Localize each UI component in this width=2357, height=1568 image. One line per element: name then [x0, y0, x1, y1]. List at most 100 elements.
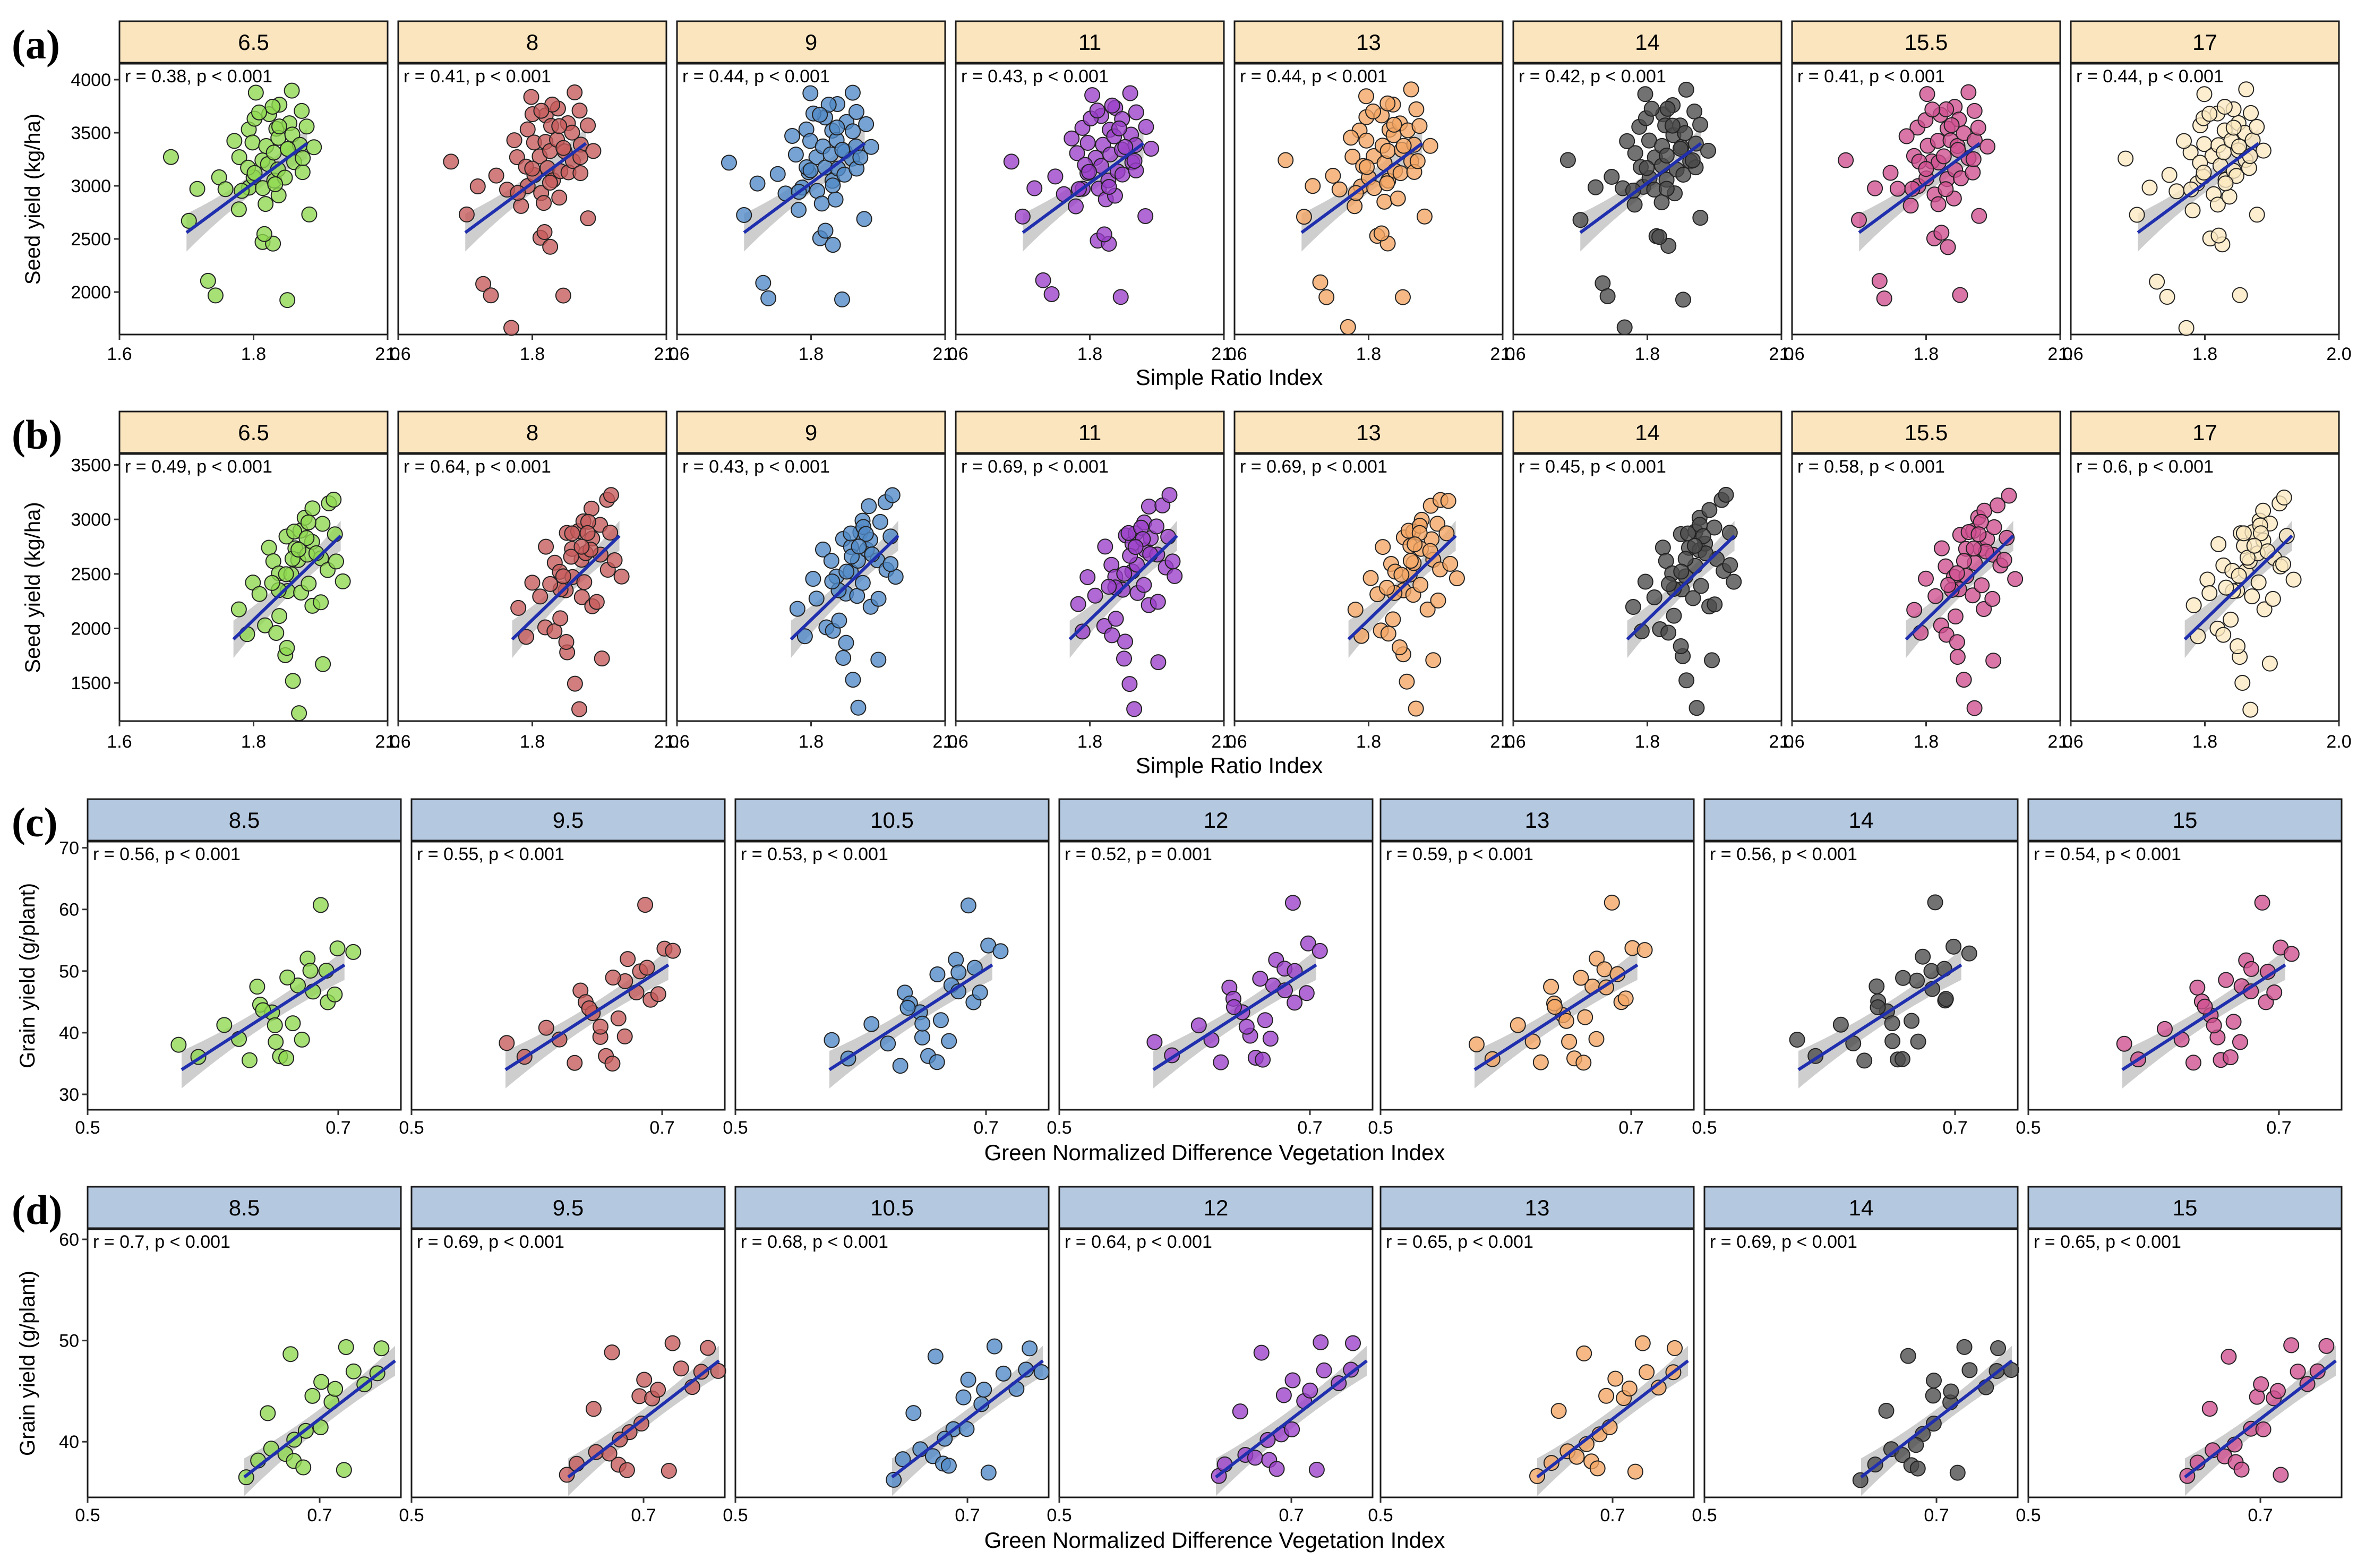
data-point	[585, 1401, 602, 1417]
data-point	[499, 1035, 515, 1051]
data-point	[1403, 81, 1419, 98]
data-point	[852, 149, 869, 166]
data-point	[2218, 579, 2234, 596]
data-point	[1956, 125, 1972, 141]
data-point	[815, 541, 831, 558]
data-point	[845, 123, 861, 140]
facet-a-7: 17 r = 0.44, p < 0.001 1.6 1.8 2.0	[2058, 20, 2352, 364]
data-point	[602, 525, 619, 541]
data-point	[1686, 104, 1703, 120]
data-point	[1673, 638, 1689, 654]
data-point	[1101, 579, 1117, 595]
correlation-annotation: r = 0.53, p < 0.001	[741, 844, 888, 864]
data-point	[1164, 553, 1181, 570]
facet-strip-label: 13	[1525, 808, 1550, 833]
data-point	[294, 164, 311, 181]
correlation-annotation: r = 0.68, p < 0.001	[741, 1232, 888, 1252]
data-point	[2290, 1364, 2306, 1380]
data-point	[1079, 569, 1096, 585]
data-point	[721, 155, 737, 171]
correlation-annotation: r = 0.42, p < 0.001	[1519, 66, 1666, 87]
data-point	[1376, 193, 1393, 210]
data-point	[1392, 639, 1408, 656]
data-point	[929, 966, 946, 982]
data-point	[264, 575, 280, 591]
data-point	[1117, 139, 1134, 155]
regression-line	[2183, 534, 2293, 641]
data-point	[1343, 130, 1359, 146]
data-point	[558, 633, 575, 650]
data-point	[2196, 164, 2212, 181]
facet-d-5: 14 r = 0.69, p < 0.001 0.5 0.7	[1692, 1186, 2019, 1526]
data-point	[1966, 102, 1983, 119]
regression-line	[743, 142, 866, 234]
data-point	[518, 629, 534, 645]
data-point	[824, 1032, 840, 1048]
data-point	[1416, 208, 1433, 225]
facet-strip-label: 15	[2173, 1195, 2198, 1220]
data-point	[1718, 486, 1734, 503]
data-point	[2209, 196, 2226, 213]
data-point	[231, 149, 247, 165]
x-tick-label: 1.6	[943, 732, 968, 752]
data-point	[604, 1056, 621, 1072]
data-point	[980, 1464, 997, 1481]
data-point	[1035, 272, 1051, 288]
data-point	[483, 287, 499, 304]
data-point	[1930, 196, 1947, 212]
data-point	[2255, 502, 2272, 519]
data-point	[1673, 563, 1690, 580]
y-tick-label: 3000	[71, 510, 111, 530]
data-point	[1108, 611, 1124, 627]
data-point	[639, 959, 655, 976]
data-point	[1915, 948, 1931, 965]
x-tick-label: 0.5	[2016, 1118, 2041, 1138]
data-point	[506, 132, 522, 149]
data-point	[523, 89, 539, 105]
data-point	[1664, 117, 1681, 134]
data-point	[1344, 149, 1361, 165]
data-point	[769, 166, 786, 182]
facet-strip-label: 9	[805, 420, 817, 445]
facet-strip	[1703, 1186, 2019, 1229]
data-point	[458, 206, 475, 222]
data-point	[2233, 1461, 2250, 1478]
correlation-annotation: r = 0.54, p < 0.001	[2034, 844, 2181, 864]
data-point	[1395, 289, 1411, 305]
facet-strip-label: 11	[1078, 420, 1102, 445]
data-point	[2161, 167, 2178, 183]
data-point	[2232, 287, 2248, 303]
plot-frame	[2070, 63, 2340, 336]
data-point	[1114, 166, 1130, 183]
data-point	[2216, 99, 2233, 115]
regression-line	[243, 1359, 396, 1479]
data-point	[2169, 183, 2185, 200]
data-point	[736, 207, 752, 223]
data-point	[1430, 592, 1446, 609]
x-tick-label: 0.7	[1297, 1118, 1322, 1138]
data-point	[1906, 602, 1923, 618]
data-point	[1686, 537, 1703, 554]
data-point	[1318, 289, 1335, 305]
data-point	[1300, 935, 1316, 952]
correlation-annotation: r = 0.44, p < 0.001	[682, 66, 830, 87]
data-point	[1213, 1054, 1229, 1070]
data-point	[2210, 227, 2227, 244]
data-point	[1938, 101, 1955, 117]
facet-strip-label: 13	[1356, 420, 1381, 445]
facet-strip	[87, 1186, 402, 1229]
data-point	[1402, 553, 1419, 569]
data-point	[282, 1346, 299, 1363]
data-point	[664, 1335, 681, 1351]
data-point	[1572, 212, 1589, 228]
y-tick-label: 3500	[71, 123, 111, 143]
data-point	[1878, 1402, 1895, 1419]
data-point	[2255, 1421, 2272, 1437]
x-tick-label: 1.8	[520, 344, 545, 364]
data-point	[2256, 601, 2273, 618]
x-tick-label: 1.6	[1779, 732, 1804, 752]
data-point	[1074, 623, 1091, 640]
data-point	[1359, 159, 1375, 175]
correlation-annotation: r = 0.58, p < 0.001	[1797, 457, 1945, 477]
data-point	[1150, 654, 1167, 671]
